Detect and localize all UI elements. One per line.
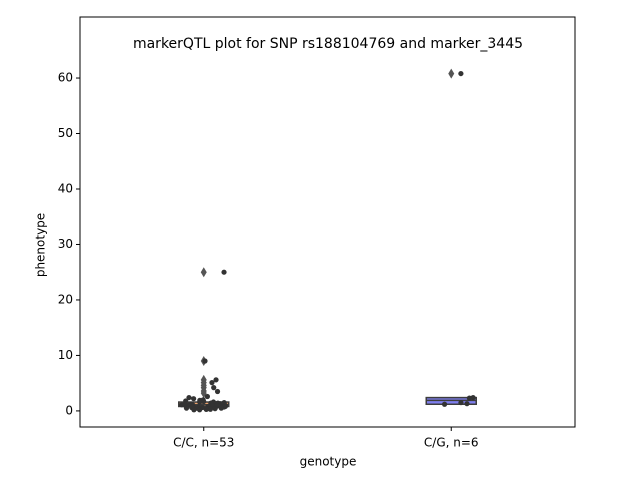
chart-title: markerQTL plot for SNP rs188104769 and m… [133,36,523,52]
point [191,396,197,402]
outlier [448,68,455,79]
y-tick-label: 10 [58,348,73,362]
y-tick-label: 0 [65,403,73,417]
point [207,406,213,412]
point [186,394,192,401]
point [214,388,221,395]
point [213,377,219,383]
point [464,401,470,407]
point [218,405,224,411]
y-tick-label: 60 [58,71,73,85]
point [221,269,227,275]
point [211,385,217,391]
point [201,398,207,405]
point [191,407,197,413]
x-axis-label: genotype [300,455,357,469]
point [458,399,464,406]
plot-frame [79,16,576,428]
point [197,407,203,413]
point [203,406,209,412]
x-tick-label: C/C, n=53 [173,436,234,450]
point [202,358,208,364]
point [466,395,473,401]
x-tick-label: C/G, n=6 [424,436,479,450]
point [441,401,448,407]
point [209,380,215,386]
y-tick-label: 30 [58,237,73,251]
point [204,393,210,400]
point [212,406,218,412]
y-tick-label: 40 [58,181,73,195]
point [197,399,203,405]
point [458,70,464,77]
y-axis-label: phenotype [34,213,48,277]
y-tick-label: 50 [58,126,73,140]
outlier [200,267,207,278]
y-tick-label: 20 [58,292,73,306]
point [183,405,190,411]
